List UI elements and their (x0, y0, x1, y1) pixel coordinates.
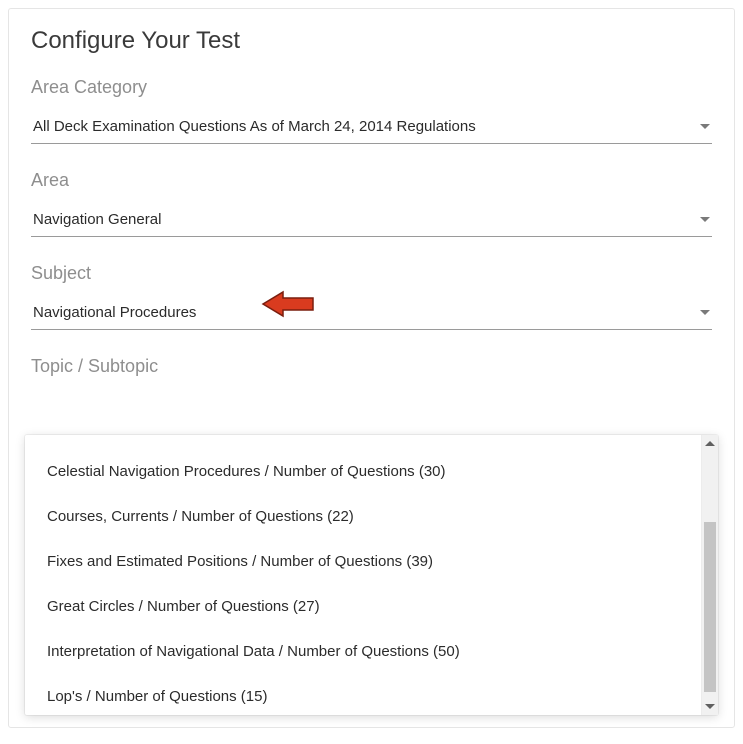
field-subject: Subject Navigational Procedures (31, 263, 712, 330)
area-label: Area (31, 170, 712, 191)
annotation-arrow-icon (261, 290, 315, 318)
field-topic: Topic / Subtopic (31, 356, 712, 377)
subject-label: Subject (31, 263, 712, 284)
area-category-value: All Deck Examination Questions As of Mar… (33, 118, 476, 135)
topic-dropdown-list: Celestial Navigation Procedures / Number… (25, 435, 701, 715)
topic-option[interactable]: Lop's / Number of Questions (15) (25, 674, 701, 711)
scroll-down-button[interactable] (702, 698, 718, 715)
area-category-select[interactable]: All Deck Examination Questions As of Mar… (31, 112, 712, 144)
page-title: Configure Your Test (31, 27, 712, 55)
chevron-down-icon (700, 124, 710, 129)
chevron-down-icon (700, 310, 710, 315)
configure-test-card: Configure Your Test Area Category All De… (8, 8, 735, 728)
field-area-category: Area Category All Deck Examination Quest… (31, 77, 712, 144)
topic-label: Topic / Subtopic (31, 356, 712, 377)
area-select[interactable]: Navigation General (31, 205, 712, 237)
topic-dropdown-panel: Celestial Navigation Procedures / Number… (25, 435, 718, 715)
area-value: Navigation General (33, 211, 161, 228)
scrollbar-track[interactable] (702, 452, 718, 698)
subject-select[interactable]: Navigational Procedures (31, 298, 712, 330)
topic-option[interactable]: Great Circles / Number of Questions (27) (25, 584, 701, 629)
scroll-up-button[interactable] (702, 435, 718, 452)
subject-value: Navigational Procedures (33, 304, 196, 321)
topic-option[interactable]: Celestial Navigation Procedures / Number… (25, 449, 701, 494)
chevron-down-icon (700, 217, 710, 222)
chevron-up-icon (705, 441, 715, 446)
topic-option[interactable]: Fixes and Estimated Positions / Number o… (25, 539, 701, 584)
topic-option[interactable]: Courses, Currents / Number of Questions … (25, 494, 701, 539)
field-area: Area Navigation General (31, 170, 712, 237)
area-category-label: Area Category (31, 77, 712, 98)
topic-option[interactable]: Interpretation of Navigational Data / Nu… (25, 629, 701, 674)
scrollbar[interactable] (701, 435, 718, 715)
chevron-down-icon (705, 704, 715, 709)
scrollbar-thumb[interactable] (704, 522, 716, 692)
